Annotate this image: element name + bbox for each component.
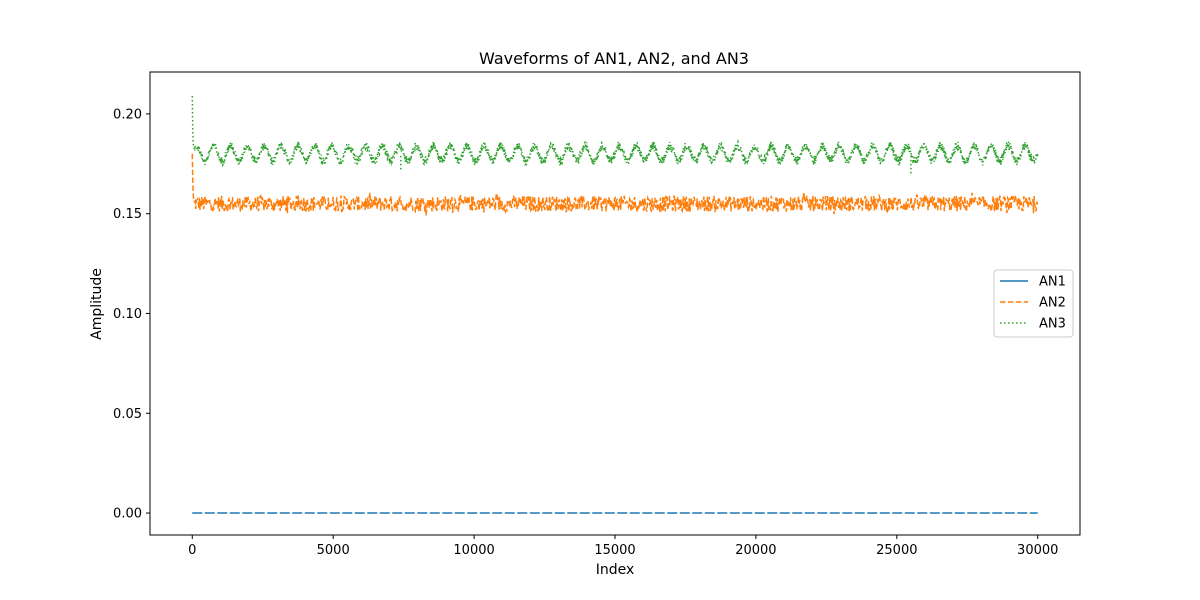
y-tick-label: 0.10	[113, 307, 142, 322]
series-an2-line	[191, 153, 1039, 216]
x-tick-label: 15000	[594, 543, 635, 558]
chart-title: Waveforms of AN1, AN2, and AN3	[479, 49, 749, 68]
x-axis-label: Index	[596, 562, 635, 578]
x-tick-label: 25000	[876, 543, 917, 558]
legend: AN1 AN2 AN3	[993, 269, 1074, 338]
x-axis: 0 5000 10000 15000 20000 25000 30000	[188, 535, 1058, 558]
x-tick-label: 30000	[1017, 543, 1058, 558]
y-axis-label: Amplitude	[89, 268, 105, 340]
series-layer	[191, 95, 1039, 514]
legend-box	[993, 269, 1074, 338]
legend-label-an2: AN2	[1039, 296, 1066, 311]
x-tick-label: 20000	[735, 543, 776, 558]
plot-area	[149, 71, 1081, 536]
x-tick-label: 10000	[453, 543, 494, 558]
y-axis: 0.00 0.05 0.10 0.15 0.20	[113, 107, 150, 522]
legend-label-an3: AN3	[1039, 317, 1066, 332]
x-tick-label: 0	[188, 543, 196, 558]
y-tick-label: 0.15	[113, 207, 142, 222]
x-tick-label: 5000	[317, 543, 350, 558]
y-tick-label: 0.00	[113, 507, 142, 522]
y-tick-label: 0.20	[113, 107, 142, 122]
series-an3-line	[191, 95, 1039, 174]
legend-label-an1: AN1	[1039, 275, 1066, 290]
y-tick-label: 0.05	[113, 407, 142, 422]
